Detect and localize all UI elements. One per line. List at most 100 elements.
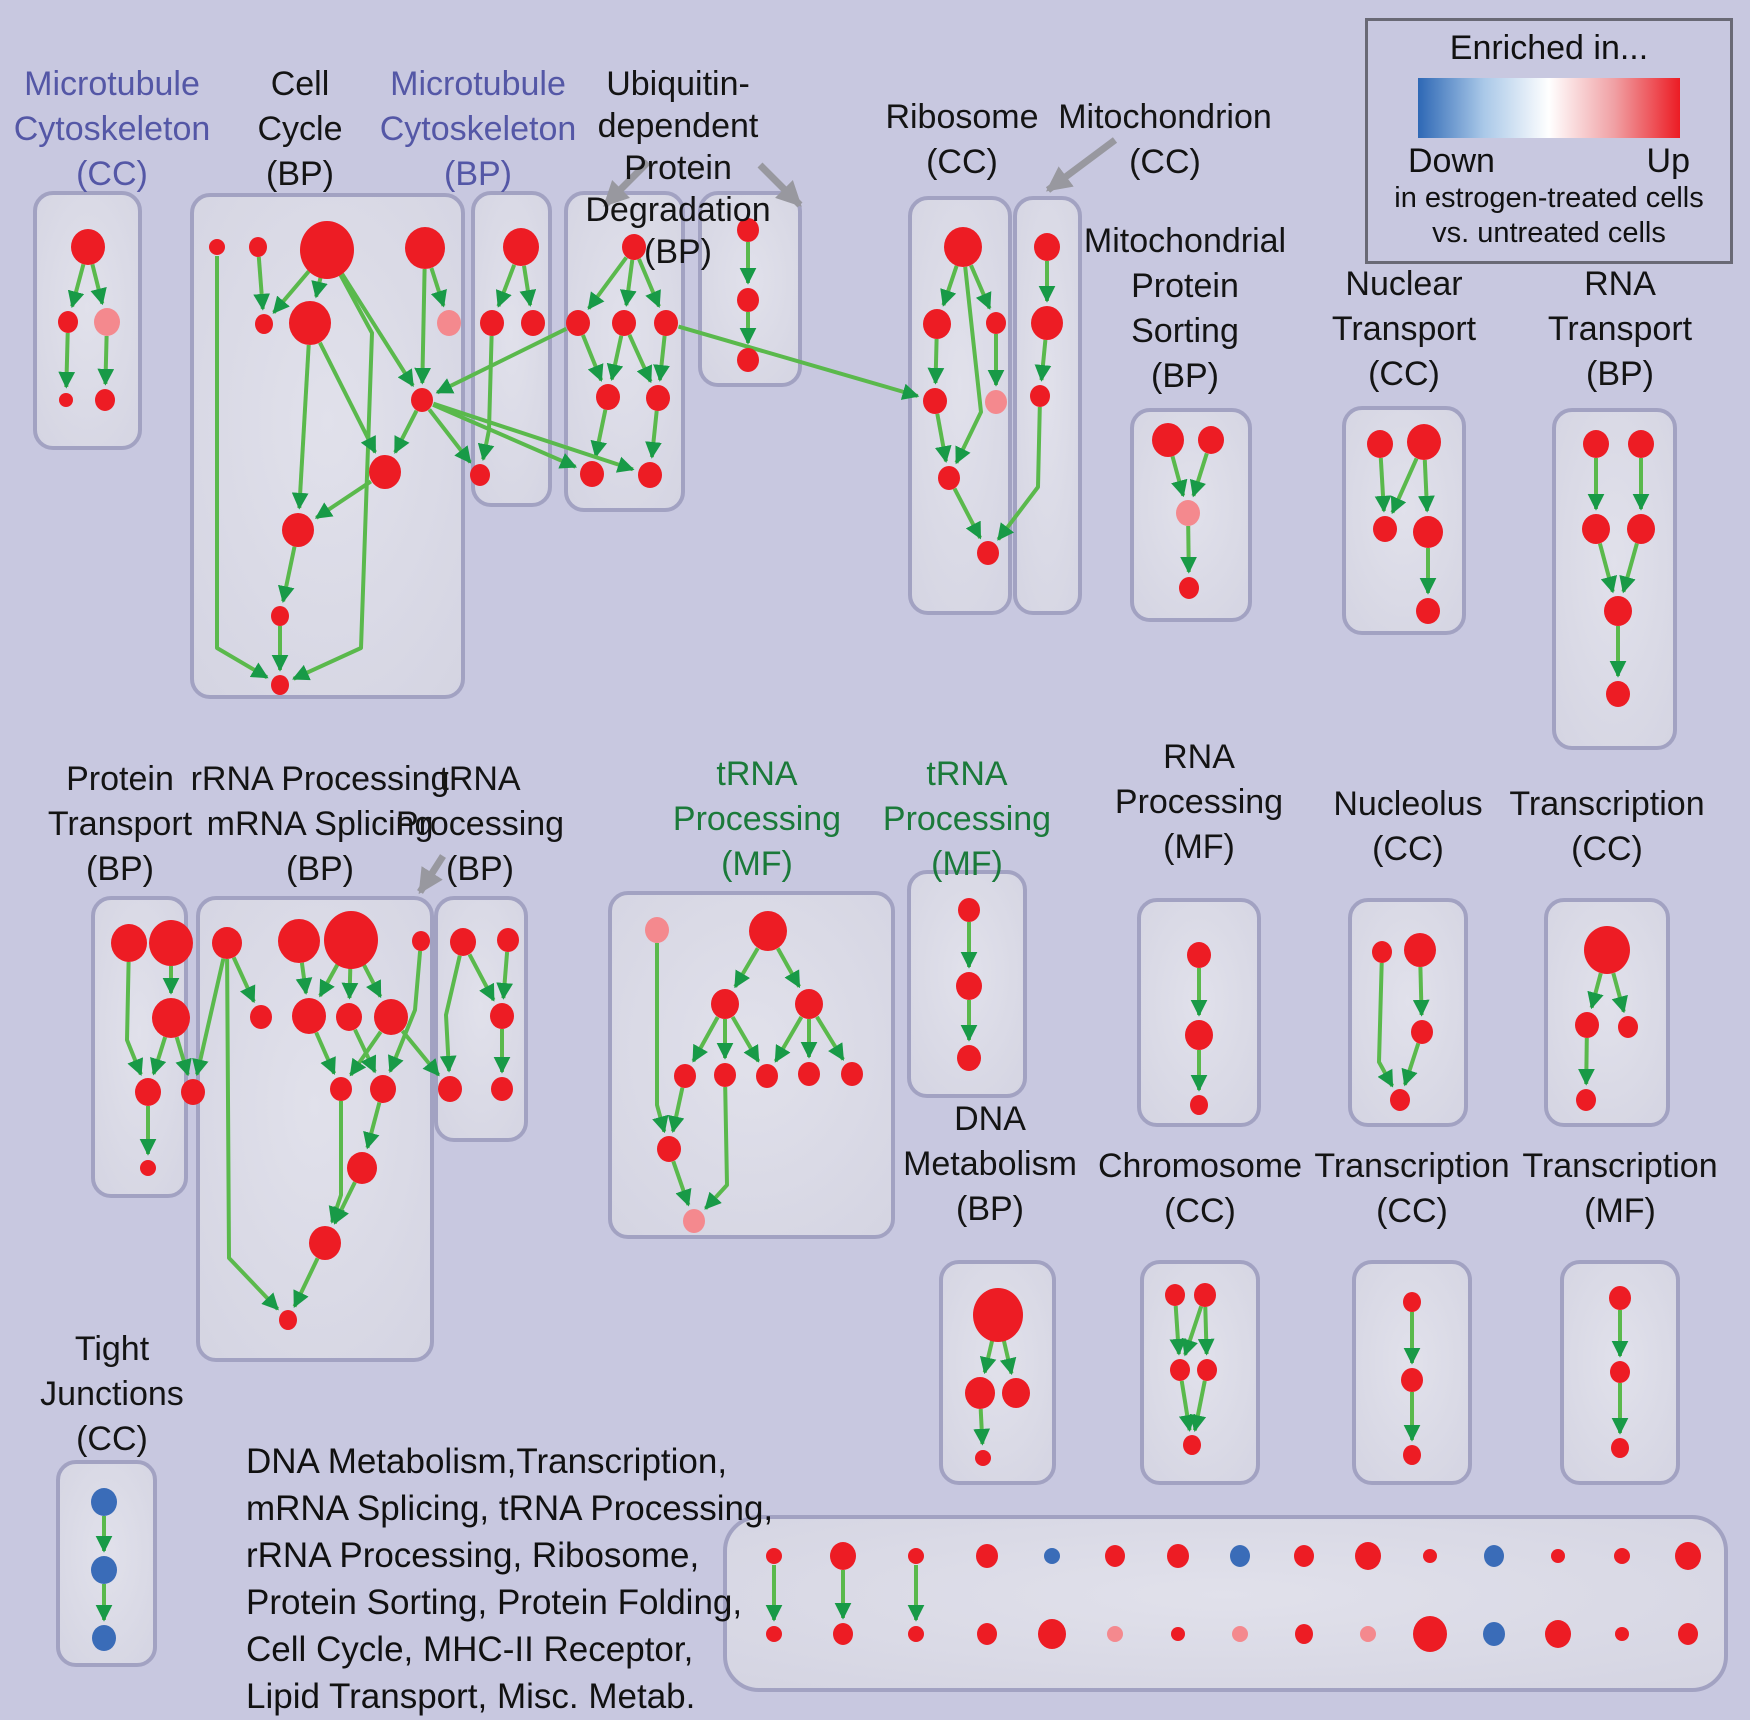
annotation-block: DNA Metabolism,Transcription, mRNA Splic… [246,1438,773,1720]
node-rrna-processing-mrna-splicing-c1 [330,1077,352,1101]
node-transcription-cc-upper-w3 [1618,1016,1638,1038]
edge [1577,1037,1595,1086]
node-transcription-cc-lower-x1 [1403,1292,1421,1312]
node-trna-processing-mf-1-g5 [714,1063,736,1087]
node-mitochondrial-protein-sorting-s3 [1176,500,1200,526]
edge [1390,457,1419,515]
node-mixed-enrichment-panel-pb4 [977,1623,997,1645]
edge [225,958,280,1311]
node-trna-processing-mf-1-g9 [657,1136,681,1162]
node-protein-transport-p4 [135,1078,161,1106]
edge [318,341,377,454]
node-ubiquitin-degradation-1-c2 [612,310,636,336]
edge [295,962,313,995]
node-mixed-enrichment-panel-pt13 [1551,1549,1565,1563]
edge [691,1016,720,1063]
group-label-transcription-mf: Transcription (MF) [1522,1147,1717,1230]
node-nuclear-transport-n4 [1413,516,1443,548]
edge [1418,459,1435,513]
node-chromosome-c1 [1165,1284,1185,1306]
node-cell-cycle-n3 [300,221,354,279]
group-label-trna-processing-mf-2: tRNA Processing (MF) [883,755,1051,883]
annotation-line: Cell Cycle, MHC-II Receptor, [246,1630,694,1669]
edge [1170,455,1188,498]
edge [362,963,383,999]
edge [495,264,517,308]
node-trna-processing-bp-t1 [450,928,476,956]
edge [973,1408,991,1446]
node-transcription-mf-y1 [1609,1286,1631,1310]
node-protein-transport-p2 [149,920,193,966]
node-mixed-enrichment-panel-pt15 [1675,1542,1701,1570]
node-rrna-processing-mrna-splicing-b1 [250,1005,272,1029]
node-rrna-processing-mrna-splicing-a4 [412,931,430,951]
node-trna-processing-mf-1-g1 [749,911,787,951]
node-mixed-enrichment-panel-pt5 [1044,1548,1060,1564]
node-protein-transport-p5 [181,1079,205,1105]
node-microtubule-bp-m1 [503,228,539,266]
edge [1401,1042,1421,1087]
node-nucleolus-o4 [1390,1089,1410,1111]
group-box-nucleolus [1348,898,1468,1127]
node-mixed-enrichment-panel-pb11 [1413,1616,1447,1652]
node-trna-processing-mf-1-g10 [683,1209,705,1233]
edge [1181,1305,1204,1357]
node-mixed-enrichment-panel-pb7 [1171,1627,1185,1641]
node-trna-processing-bp-t4 [438,1076,462,1102]
gray-pointer-arrow [757,162,803,208]
edge [340,272,415,388]
node-mitochondrion-t1 [1034,233,1060,261]
edge [1412,966,1430,1017]
node-protein-transport-p1 [111,924,147,962]
edge [393,409,419,454]
edge [590,409,608,459]
node-dna-metabolism-d4 [975,1450,991,1466]
node-protein-transport-p3 [152,998,190,1038]
edge [954,266,983,465]
node-microtubule-cc-d [59,393,73,407]
edge [311,276,328,299]
node-ribosome-r6 [938,466,960,490]
group-label-rna-processing-mf: RNA Processing (MF) [1115,738,1283,866]
edge [414,268,432,385]
node-transcription-cc-upper-w1 [1584,926,1630,974]
node-rrna-processing-mrna-splicing-b3 [336,1003,362,1031]
node-mitochondrial-protein-sorting-s4 [1179,577,1199,599]
edge [192,958,226,1077]
edge [619,259,637,307]
group-label-rna-transport: RNA Transport (BP) [1548,265,1693,393]
edge [432,402,578,469]
edge [1377,962,1395,1088]
edge [1611,972,1628,1014]
node-trna-processing-bp-t2 [497,928,519,952]
edge [97,335,115,386]
edge [1189,452,1209,498]
node-mixed-enrichment-panel-pb14 [1615,1627,1629,1641]
node-chromosome-c3 [1170,1359,1190,1381]
node-dna-metabolism-d2 [965,1377,995,1409]
node-ribosome-r5 [985,390,1007,414]
group-label-microtubule-bp: Microtubule Cytoskeleton (BP) [380,65,577,193]
node-microtubule-bp-m4 [470,464,490,486]
node-rna-transport-q3 [1582,514,1610,544]
group-label-trna-processing-bp: tRNA Processing (BP) [396,760,564,888]
node-trna-processing-bp-t5 [491,1077,513,1101]
edge [387,950,423,1073]
node-ribosome-r3 [986,312,1006,334]
node-rrna-processing-mrna-splicing-c2 [370,1075,396,1103]
edge [645,410,662,459]
node-nuclear-transport-n5 [1416,598,1440,624]
node-cell-cycle-p1 [437,310,461,336]
node-ubiquitin-degradation-1-c3 [654,310,678,336]
group-box-microtubule-bp [471,191,552,507]
node-mixed-enrichment-panel-pb3 [908,1626,924,1642]
node-mixed-enrichment-panel-pt10 [1355,1542,1381,1570]
node-trna-processing-mf-1-g7 [798,1062,820,1086]
group-box-protein-transport [91,896,188,1198]
edge [1374,457,1392,513]
node-ubiquitin-degradation-1-c1 [566,310,590,336]
node-ubiquitin-degradation-2-v3 [737,348,759,372]
group-box-rrna-processing-mrna-splicing [196,896,434,1362]
edge [467,953,496,1002]
legend-up-label: Up [1646,142,1690,180]
